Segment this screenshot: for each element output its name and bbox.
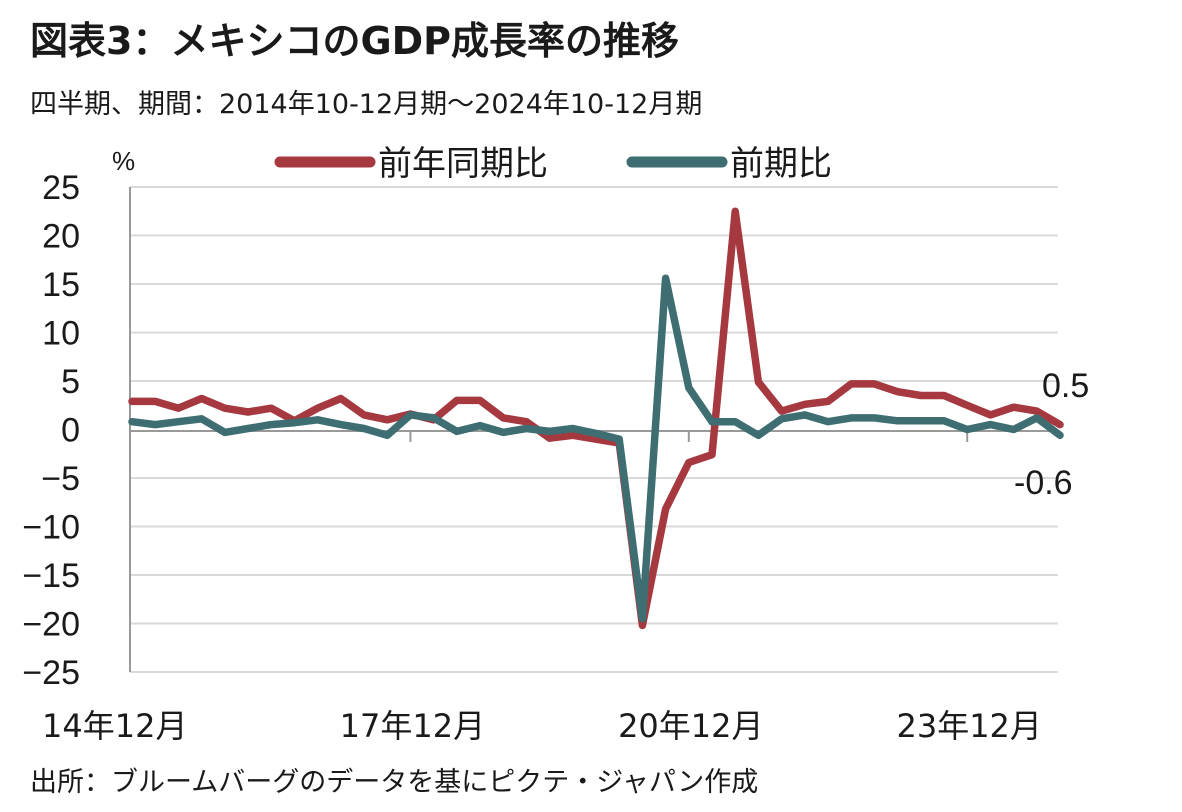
y-tick-label: −15 xyxy=(22,557,80,595)
y-tick-label: 0 xyxy=(61,412,80,450)
y-tick-label: 10 xyxy=(42,315,80,353)
legend-label-qoq: 前期比 xyxy=(730,144,832,184)
y-tick-label: −25 xyxy=(22,654,80,692)
x-tick-label: 20年12月 xyxy=(618,707,763,745)
end-label-yoy: 0.5 xyxy=(1042,367,1089,405)
y-tick-label: 25 xyxy=(42,169,80,207)
y-tick-label: −10 xyxy=(22,509,80,547)
x-tick-labels: 14年12月 17年12月 20年12月 23年12月 xyxy=(42,707,1042,745)
y-tick-label: 15 xyxy=(42,266,80,304)
gridlines xyxy=(130,186,1058,673)
y-tick-labels: 25 20 15 10 5 0 −5 −10 −15 −20 −25 xyxy=(22,169,80,692)
series-line-yoy xyxy=(128,207,1064,630)
y-tick-label: −20 xyxy=(22,606,80,644)
y-axis-unit: % xyxy=(112,146,135,176)
x-tick-label: 14年12月 xyxy=(42,707,187,745)
series-line-qoq xyxy=(128,274,1064,623)
legend: 前年同期比 前期比 xyxy=(274,144,832,184)
chart-title: 図表3：メキシコのGDP成長率の推移 xyxy=(30,19,680,63)
y-tick-label: 5 xyxy=(61,363,80,401)
end-label-qoq: -0.6 xyxy=(1014,464,1073,502)
x-tick-label: 23年12月 xyxy=(896,707,1041,745)
x-tick-label: 17年12月 xyxy=(340,707,485,745)
y-tick-label: 20 xyxy=(42,218,80,256)
chart-subtitle: 四半期、期間：2014年10-12月期～2024年10-12月期 xyxy=(30,89,703,120)
series-lines xyxy=(128,207,1064,630)
y-tick-label: −5 xyxy=(41,460,80,498)
source-note: 出所：ブルームバーグのデータを基にピクテ・ジャパン作成 xyxy=(30,767,759,798)
legend-label-yoy: 前年同期比 xyxy=(378,144,548,184)
